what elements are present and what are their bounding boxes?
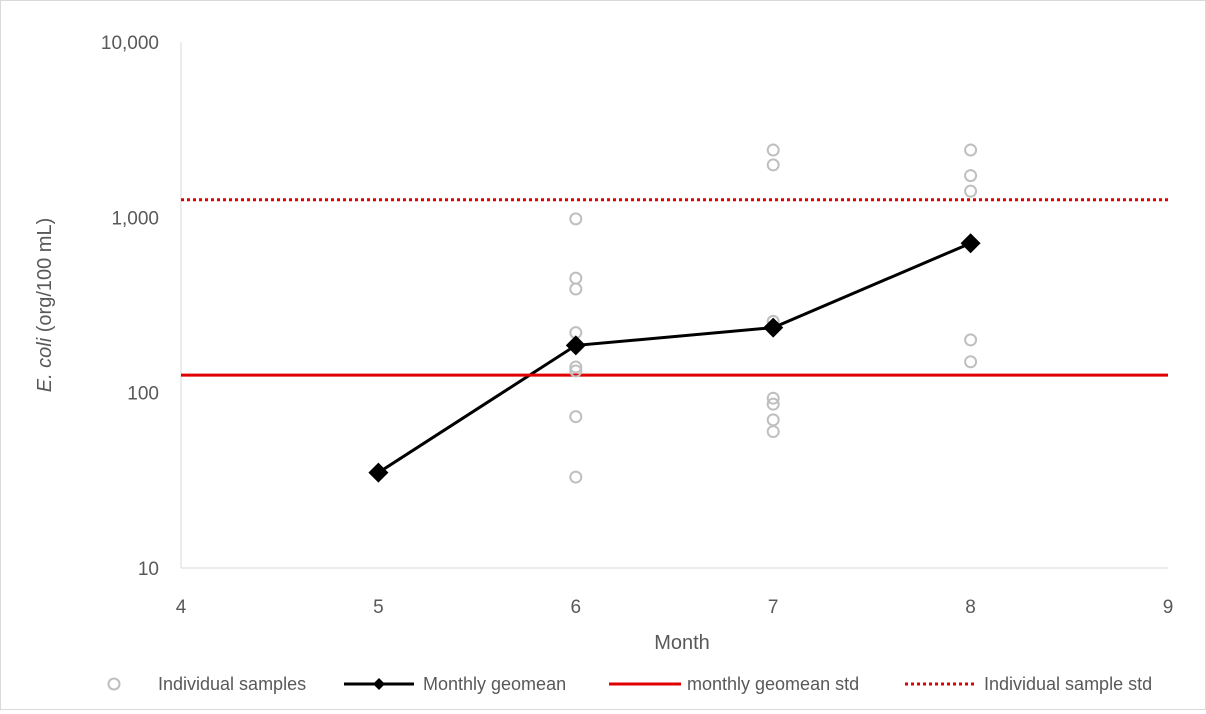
monthly-geomean-point — [763, 317, 784, 338]
legend-monthly-geomean-marker — [373, 678, 385, 690]
individual-sample-point — [766, 397, 780, 411]
x-tick-label: 9 — [1163, 597, 1174, 618]
monthly-geomean-point — [960, 233, 981, 254]
individual-sample-point — [964, 184, 978, 198]
individual-sample-point — [569, 282, 583, 296]
individual-sample-point — [766, 143, 780, 157]
x-tick-label: 4 — [176, 597, 187, 618]
legend-label: Individual samples — [158, 674, 306, 694]
y-tick-label: 100 — [127, 384, 159, 405]
legend-label: monthly geomean std — [687, 674, 859, 694]
individual-sample-point — [766, 158, 780, 172]
y-tick-label: 10 — [138, 559, 159, 580]
individual-sample-point — [964, 169, 978, 183]
lines-layer — [181, 198, 1168, 474]
x-tick-label: 5 — [373, 597, 384, 618]
individual-sample-point — [766, 425, 780, 439]
x-axis-title: Month — [654, 632, 710, 654]
y-axis-title-rest: (org/100 mL) — [34, 218, 56, 338]
x-tick-label: 7 — [768, 597, 779, 618]
monthly-geomean-point — [565, 335, 586, 356]
legend-label: Individual sample std — [984, 674, 1152, 694]
legend-label: Monthly geomean — [423, 674, 566, 694]
monthly-geomean-point — [368, 462, 389, 483]
y-axis-title-italic: E. coli — [34, 337, 56, 392]
x-tick-label: 6 — [571, 597, 582, 618]
y-tick-label: 1,000 — [111, 208, 159, 229]
individual-sample-point — [569, 364, 583, 378]
y-tick-label: 10,000 — [101, 33, 159, 54]
y-axis-title: E. coli (org/100 mL) — [34, 218, 56, 393]
monthly-geomean-line — [377, 241, 972, 474]
individual-sample-point — [964, 333, 978, 347]
axes-layer: 10 100 1,000 10,000 4 5 6 7 8 9 — [101, 33, 1173, 618]
legend: Individual samples Monthly geomean monthly… — [107, 674, 1152, 694]
x-tick-label: 8 — [965, 597, 976, 618]
individual-sample-point — [569, 271, 583, 285]
individual-sample-point — [569, 212, 583, 226]
individual-sample-point — [964, 143, 978, 157]
individual-sample-point — [964, 355, 978, 369]
legend-individual-samples-marker — [107, 677, 121, 691]
individual-sample-point — [569, 360, 583, 374]
markers-layer — [368, 143, 981, 484]
individual-sample-point — [569, 410, 583, 424]
individual-sample-point — [766, 413, 780, 427]
individual-sample-point — [766, 391, 780, 405]
individual-sample-point — [569, 470, 583, 484]
